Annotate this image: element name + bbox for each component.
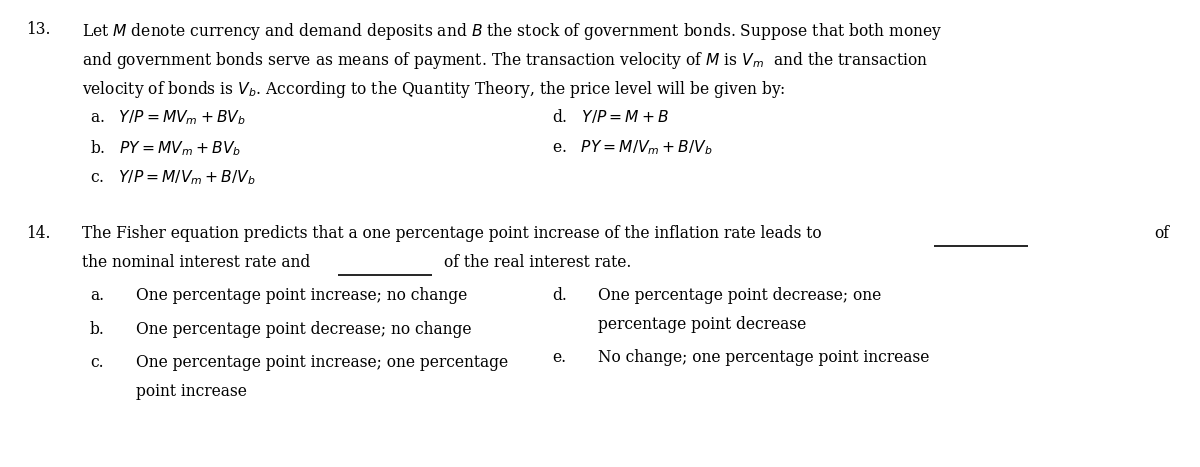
Text: and government bonds serve as means of payment. The transaction velocity of $M$ : and government bonds serve as means of p… [82,50,928,71]
Text: a.   $Y/P = MV_m + BV_b$: a. $Y/P = MV_m + BV_b$ [90,108,246,127]
Text: c.   $Y/P = M/V_m + B/V_b$: c. $Y/P = M/V_m + B/V_b$ [90,169,256,187]
Text: 13.: 13. [26,21,50,38]
Text: b.   $PY = MV_m + BV_b$: b. $PY = MV_m + BV_b$ [90,138,241,158]
Text: c.: c. [90,354,103,371]
Text: point increase: point increase [136,383,246,400]
Text: d.   $Y/P = M + B$: d. $Y/P = M + B$ [552,108,668,126]
Text: d.: d. [552,287,566,304]
Text: One percentage point decrease; one: One percentage point decrease; one [598,287,881,304]
Text: a.: a. [90,287,104,304]
Text: No change; one percentage point increase: No change; one percentage point increase [598,349,929,366]
Text: b.: b. [90,321,104,338]
Text: of: of [1154,225,1169,242]
Text: One percentage point decrease; no change: One percentage point decrease; no change [136,321,472,338]
Text: of the real interest rate.: of the real interest rate. [444,254,631,271]
Text: e.: e. [552,349,566,366]
Text: velocity of bonds is $V_b$. According to the Quantity Theory, the price level wi: velocity of bonds is $V_b$. According to… [82,79,785,100]
Text: The Fisher equation predicts that a one percentage point increase of the inflati: The Fisher equation predicts that a one … [82,225,821,242]
Text: One percentage point increase; no change: One percentage point increase; no change [136,287,467,304]
Text: e.   $PY = M/V_m + B/V_b$: e. $PY = M/V_m + B/V_b$ [552,138,713,157]
Text: percentage point decrease: percentage point decrease [598,316,806,333]
Text: Let $M$ denote currency and demand deposits and $B$ the stock of government bond: Let $M$ denote currency and demand depos… [82,21,942,42]
Text: 14.: 14. [26,225,50,242]
Text: One percentage point increase; one percentage: One percentage point increase; one perce… [136,354,508,371]
Text: the nominal interest rate and: the nominal interest rate and [82,254,310,271]
